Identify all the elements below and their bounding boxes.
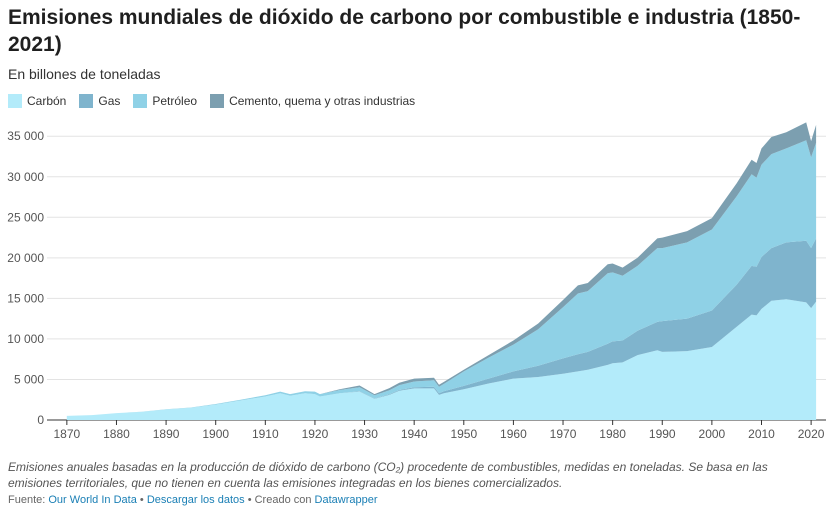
x-tick-label: 1880 (103, 427, 130, 441)
chart-notes: Emisiones anuales basadas en la producci… (8, 460, 768, 490)
x-tick-label: 2020 (798, 427, 825, 441)
x-tick-label: 1990 (649, 427, 676, 441)
y-tick-label: 10 000 (7, 332, 44, 346)
legend-swatch-gas (79, 94, 94, 108)
x-tick-label: 1890 (153, 427, 180, 441)
legend-label-gas: Gas (98, 94, 121, 108)
legend-item-gas: Gas (79, 94, 120, 108)
x-tick-label: 2000 (699, 427, 726, 441)
source-line: Fuente: Our World In Data • Descargar lo… (8, 494, 378, 506)
area-series-gas[interactable] (66, 238, 817, 416)
legend-label-carbon: Carbón (27, 94, 67, 108)
x-tick-label: 1950 (450, 427, 477, 441)
x-tick-label: 1910 (252, 427, 279, 441)
legend-item-cement: Cemento, quema y otras industrias (210, 94, 415, 108)
y-tick-label: 30 000 (7, 170, 44, 184)
x-tick-label: 1940 (401, 427, 428, 441)
source-link-owid[interactable]: Our World In Data (48, 494, 137, 506)
x-tick-label: 1920 (302, 427, 329, 441)
source-prefix: Fuente: (8, 494, 46, 506)
y-tick-label: 0 (37, 413, 44, 427)
chart-title: Emisiones mundiales de dióxido de carbon… (8, 6, 801, 56)
source-separator-1: • (139, 494, 144, 506)
source-separator-2: • Creado con (247, 494, 312, 506)
y-tick-label: 35 000 (7, 129, 44, 143)
datawrapper-link[interactable]: Datawrapper (314, 494, 378, 506)
download-data-link[interactable]: Descargar los datos (146, 494, 245, 506)
legend-item-carbon: Carbón (8, 94, 66, 108)
y-tick-label: 20 000 (7, 251, 44, 265)
area-series-carbon[interactable] (66, 299, 817, 420)
y-tick-label: 15 000 (7, 291, 44, 305)
y-tick-label: 25 000 (7, 210, 44, 224)
x-tick-label: 1870 (53, 427, 80, 441)
area-series-oil[interactable] (66, 140, 817, 416)
legend-item-oil: Petróleo (133, 94, 197, 108)
x-tick-label: 1900 (202, 427, 229, 441)
x-tick-label: 1970 (550, 427, 577, 441)
chart-subtitle: En billones de toneladas (8, 66, 161, 82)
legend-swatch-carbon (8, 94, 22, 108)
x-tick-label: 1980 (599, 427, 626, 441)
stacked-area-chart: 0 5 000 10 000 15 000 20 000 25 000 30 000 35 0… (7, 122, 826, 441)
legend-swatch-cement (210, 94, 225, 108)
x-tick-label: 1960 (500, 427, 527, 441)
legend-label-cement: Cemento, quema y otras industrias (229, 94, 416, 108)
x-tick-label: 1930 (351, 427, 378, 441)
x-tick-label: 2010 (748, 427, 775, 441)
legend-swatch-oil (133, 94, 148, 108)
legend-label-oil: Petróleo (152, 94, 198, 108)
y-tick-label: 5 000 (14, 372, 44, 386)
legend: Carbón Gas Petróleo Cemento, quema y otr… (8, 94, 428, 108)
